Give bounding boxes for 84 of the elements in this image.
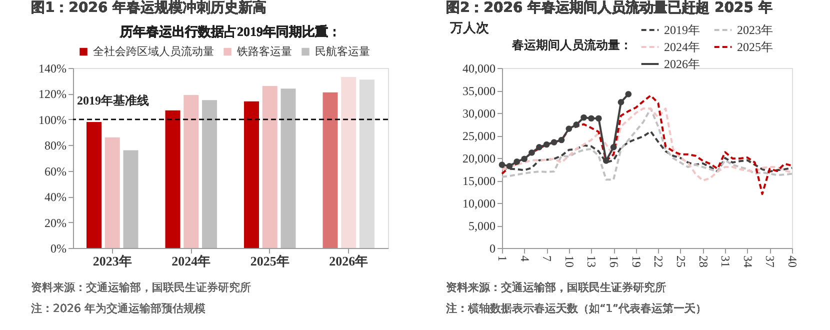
x-tick-label: 4 [518, 256, 532, 262]
bar [184, 95, 199, 248]
y-tick-label: 5,000 [468, 219, 496, 233]
chart-title: 图2：2026 年春运期间人员流动量已赶超 2025 年 [446, 0, 772, 16]
bar [322, 92, 338, 248]
legend-label: 铁路客运量 [236, 44, 292, 58]
bar [262, 86, 278, 248]
x-tick-label: 13 [584, 256, 599, 268]
point [588, 115, 594, 122]
text: 资料来源：交通运输部，国联民生证券研究所 [446, 281, 666, 294]
point [536, 144, 542, 150]
chart-title: 图1：2026 年春运规模冲刺历史新高 [31, 0, 267, 16]
x-tick-label: 34 [740, 256, 755, 268]
bar [280, 88, 296, 248]
point [528, 149, 535, 156]
x-tick-label: 1 [496, 256, 510, 262]
point [573, 122, 580, 128]
point [566, 126, 572, 132]
y-tick-label: 60% [44, 164, 66, 178]
legend-title: 春运期间人员流动量： [511, 38, 632, 52]
legend-label: 2025年 [737, 40, 773, 54]
bar [165, 110, 180, 248]
y-tick-label: 35,000 [462, 84, 496, 98]
x-tick-label: 2025年 [250, 254, 290, 268]
text: 注：2026 年为交通运输部预估规模 [31, 302, 206, 315]
text: 资料来源：交通运输部，国联民生证券研究所 [31, 281, 251, 294]
bar [86, 122, 102, 248]
point [580, 114, 587, 121]
point [550, 139, 558, 146]
bar [123, 150, 138, 248]
point [625, 90, 632, 98]
y-tick-label: 140% [38, 62, 66, 76]
point [558, 136, 565, 144]
x-tick-label: 22 [652, 256, 666, 268]
y-tick-label: 30,000 [462, 106, 496, 120]
point [610, 144, 617, 150]
y-tick-label: 20% [44, 216, 66, 230]
legend-label: 2019年 [664, 23, 700, 37]
ref-line-label: 2019年基准线 [77, 93, 149, 108]
y-tick-label: 25,000 [462, 129, 496, 143]
point [602, 158, 610, 164]
bar [360, 80, 374, 248]
x-tick-label: 16 [607, 256, 622, 268]
legend-label: 2024年 [664, 40, 700, 54]
x-tick-label: 40 [786, 256, 800, 268]
legend-label: 2023年 [737, 23, 773, 37]
y-tick-label: 40% [44, 190, 66, 204]
point [498, 162, 506, 168]
x-tick-label: 28 [696, 256, 710, 268]
x-tick-label: 10 [562, 256, 576, 268]
x-tick-label: 2023年 [92, 254, 132, 268]
bar [341, 77, 356, 248]
line-series [501, 94, 793, 195]
point [514, 158, 520, 165]
y-axis-title: 万人次 [450, 20, 489, 35]
x-tick-label: 37 [763, 256, 778, 268]
point [618, 99, 624, 106]
y-tick-label: 40,000 [462, 62, 496, 76]
y-tick-label: 15,000 [462, 174, 496, 188]
x-tick-label: 19 [629, 256, 644, 268]
y-tick-label: 120% [38, 87, 66, 102]
bar [202, 100, 217, 248]
legend-label: 全社会跨区域人员流动量 [93, 44, 214, 58]
text: 注：横轴数据表示春运天数（如“1”代表春运第一天） [446, 302, 706, 315]
y-tick-label: 0 [490, 242, 496, 256]
x-tick-label: 2026年 [329, 254, 368, 268]
bar [104, 137, 120, 248]
chart-subtitle: 历年春运出行数据占2019年同期比重： [119, 24, 341, 39]
y-tick-label: 0% [50, 242, 66, 256]
x-tick-label: 7 [540, 256, 554, 262]
bar [244, 101, 259, 248]
y-tick-label: 20,000 [462, 152, 496, 166]
y-tick-label: 10,000 [462, 196, 496, 210]
y-tick-label: 100% [38, 112, 66, 127]
x-tick-label: 31 [718, 256, 733, 268]
legend-label: 民航客运量 [315, 44, 370, 58]
legend-label: 2026年 [664, 57, 700, 71]
point [596, 115, 602, 122]
point [521, 156, 528, 162]
x-tick-label: 25 [674, 256, 688, 268]
y-tick-label: 80% [44, 138, 66, 153]
point [543, 141, 550, 148]
point [506, 162, 513, 170]
x-tick-label: 2024年 [172, 254, 211, 268]
